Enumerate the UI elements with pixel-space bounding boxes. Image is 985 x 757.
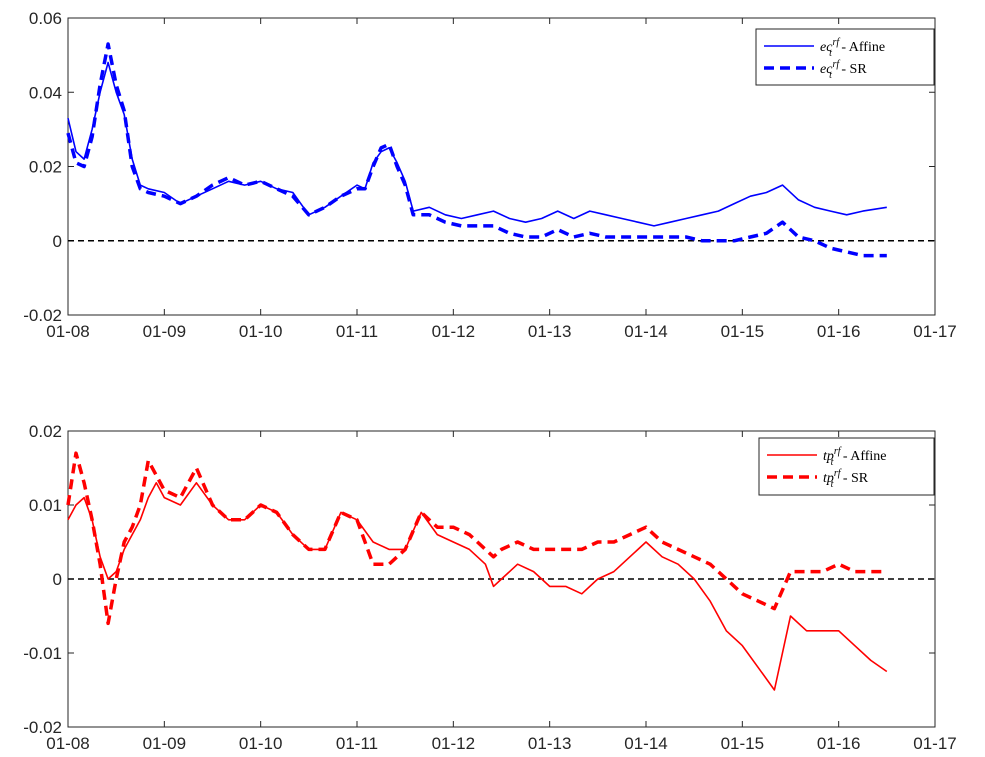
legend-suffix: - SR <box>839 471 868 486</box>
y-tick-label: -0.02 <box>23 718 62 737</box>
y-tick-label: 0.02 <box>29 158 62 177</box>
series-line-sr <box>66 42 887 258</box>
x-tick-label: 01-11 <box>336 734 378 753</box>
y-tick-label: 0 <box>53 570 62 589</box>
legend-box <box>758 437 935 496</box>
x-tick-label: 01-13 <box>528 322 571 341</box>
legend-suffix: - Affine <box>839 449 886 464</box>
legend-sup: rf <box>832 59 840 70</box>
legend-sup: rf <box>832 37 840 48</box>
y-tick-label: 0.02 <box>29 422 62 441</box>
y-tick-label: -0.01 <box>23 644 62 663</box>
legend-sub: t <box>829 70 832 81</box>
legend-math: tp <box>823 471 834 486</box>
x-tick-label: 01-17 <box>913 734 956 753</box>
legend-sup: rf <box>834 446 842 457</box>
series-line-sr <box>66 451 887 626</box>
x-tick-label: 01-10 <box>239 322 282 341</box>
x-tick-label: 01-15 <box>721 322 764 341</box>
y-tick-label: 0 <box>53 232 62 251</box>
x-tick-label: 01-08 <box>46 322 89 341</box>
legend-math: tp <box>823 449 834 464</box>
y-tick-label: -0.02 <box>23 306 62 325</box>
y-tick-label: 0.01 <box>29 496 62 515</box>
x-tick-label: 01-08 <box>46 734 89 753</box>
legend-math: ec <box>820 62 833 77</box>
x-tick-label: 01-13 <box>528 734 571 753</box>
legend-label: tprf t - SR <box>823 468 869 490</box>
x-tick-label: 01-10 <box>239 734 282 753</box>
x-tick-label: 01-16 <box>817 322 860 341</box>
legend-sup: rf <box>834 468 842 479</box>
x-tick-label: 01-09 <box>143 322 186 341</box>
y-tick-label: 0.04 <box>29 83 62 102</box>
legend-sub: t <box>829 48 832 59</box>
y-tick-label: 0.06 <box>29 9 62 28</box>
x-tick-label: 01-17 <box>913 322 956 341</box>
x-tick-label: 01-12 <box>432 734 475 753</box>
legend-suffix: - SR <box>838 62 867 77</box>
series-line-affine <box>67 481 888 691</box>
chart-ec-rf: 01-08 01-09 01-10 01-11 01-12 01-13 01-14 01-15… <box>23 9 956 341</box>
legend-sub: t <box>831 479 834 490</box>
x-tick-label: 01-11 <box>336 322 378 341</box>
x-tick-label: 01-14 <box>624 734 667 753</box>
chart-tp-rf: 01-08 01-09 01-10 01-11 01-12 01-13 01-14 01-15… <box>23 422 956 753</box>
legend-label: ecrf t - SR <box>820 59 867 81</box>
legend-label: tprf t - Affine <box>823 446 887 468</box>
x-tick-label: 01-12 <box>432 322 475 341</box>
x-tick-label: 01-14 <box>624 322 667 341</box>
x-tick-label: 01-09 <box>143 734 186 753</box>
legend-label: ecrf t - Affine <box>820 37 885 59</box>
legend-suffix: - Affine <box>838 40 885 55</box>
legend-math: ec <box>820 40 833 55</box>
x-tick-label: 01-15 <box>721 734 764 753</box>
legend-sub: t <box>831 457 834 468</box>
legend-box <box>755 28 935 86</box>
x-tick-label: 01-16 <box>817 734 860 753</box>
